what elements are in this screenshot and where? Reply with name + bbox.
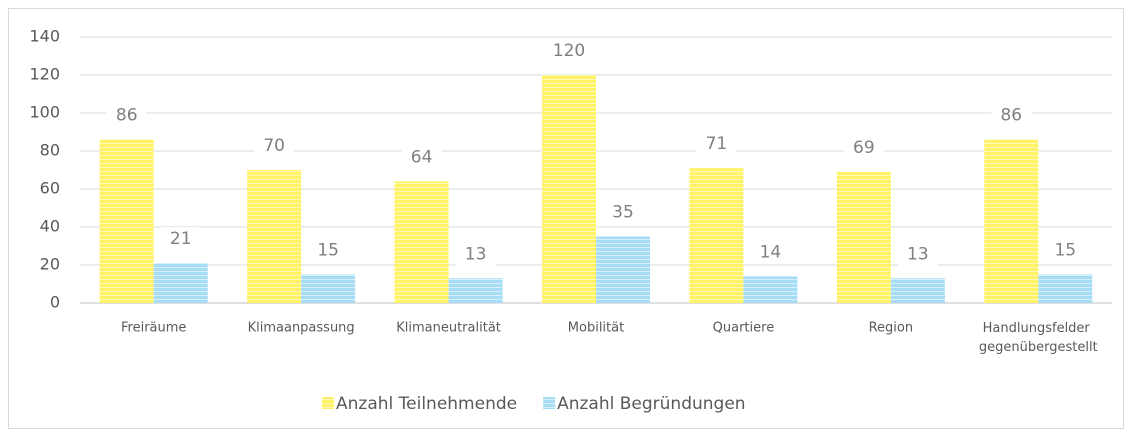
value-label: 14 xyxy=(760,242,782,262)
value-label-bg xyxy=(843,135,884,160)
value-label: 15 xyxy=(317,241,339,261)
value-label-bg xyxy=(897,242,938,267)
y-tick-label: 120 xyxy=(29,65,60,84)
bar xyxy=(99,139,154,303)
bar xyxy=(596,236,650,303)
value-label-bg xyxy=(750,240,791,265)
x-tick-label: Freiräume xyxy=(121,321,186,336)
bar xyxy=(836,171,891,303)
bar xyxy=(394,181,449,303)
value-label: 71 xyxy=(706,134,728,154)
value-label: 35 xyxy=(612,203,634,223)
value-label-bg xyxy=(455,242,496,267)
y-tick-label: 80 xyxy=(40,141,60,160)
bar xyxy=(1038,274,1093,303)
y-tick-label: 40 xyxy=(40,217,60,236)
value-label: 64 xyxy=(411,147,433,167)
value-label-bg xyxy=(696,132,737,157)
value-label: 69 xyxy=(853,138,875,158)
value-label-bg xyxy=(1045,238,1086,263)
value-label: 120 xyxy=(553,41,585,61)
value-label-bg xyxy=(106,103,147,128)
x-tick-label: Quartiere xyxy=(713,321,775,336)
y-tick-label: 140 xyxy=(29,27,60,46)
value-label-bg xyxy=(991,103,1032,128)
value-label: 70 xyxy=(263,136,285,156)
bar xyxy=(984,139,1039,303)
bar xyxy=(247,170,302,303)
bar xyxy=(890,278,945,303)
bar xyxy=(542,75,596,303)
bar xyxy=(689,168,744,303)
y-tick-label: 20 xyxy=(40,255,60,274)
value-label: 13 xyxy=(465,244,487,264)
x-tick-label: Mobilität xyxy=(568,321,624,336)
value-label-bg xyxy=(254,134,295,158)
value-label: 21 xyxy=(170,229,192,249)
value-label-bg xyxy=(308,238,349,263)
value-label: 86 xyxy=(1000,106,1022,126)
value-label-bg xyxy=(401,145,442,170)
legend-swatch xyxy=(543,397,556,409)
bar xyxy=(743,276,798,303)
x-tick-label: Handlungsfelder gegenübergestellt xyxy=(979,321,1098,355)
value-label: 86 xyxy=(116,106,138,126)
y-tick-label: 100 xyxy=(29,103,60,122)
bar xyxy=(301,274,356,303)
legend-swatch xyxy=(322,397,334,409)
x-tick-label: Region xyxy=(869,321,914,336)
value-label-bg xyxy=(549,39,589,63)
x-tick-label: Klimaanpassung xyxy=(248,321,355,336)
y-tick-label: 0 xyxy=(50,293,60,312)
legend-label: Anzahl Begründungen xyxy=(557,394,745,414)
value-label: 13 xyxy=(907,244,929,264)
y-tick-label: 60 xyxy=(40,179,60,198)
x-tick-label: Klimaneutralität xyxy=(396,321,501,336)
bar xyxy=(448,278,503,303)
legend-label: Anzahl Teilnehmende xyxy=(336,394,517,414)
value-label-bg xyxy=(160,227,201,252)
value-label-bg xyxy=(603,200,643,225)
value-label: 15 xyxy=(1054,241,1076,261)
bar xyxy=(153,263,208,303)
